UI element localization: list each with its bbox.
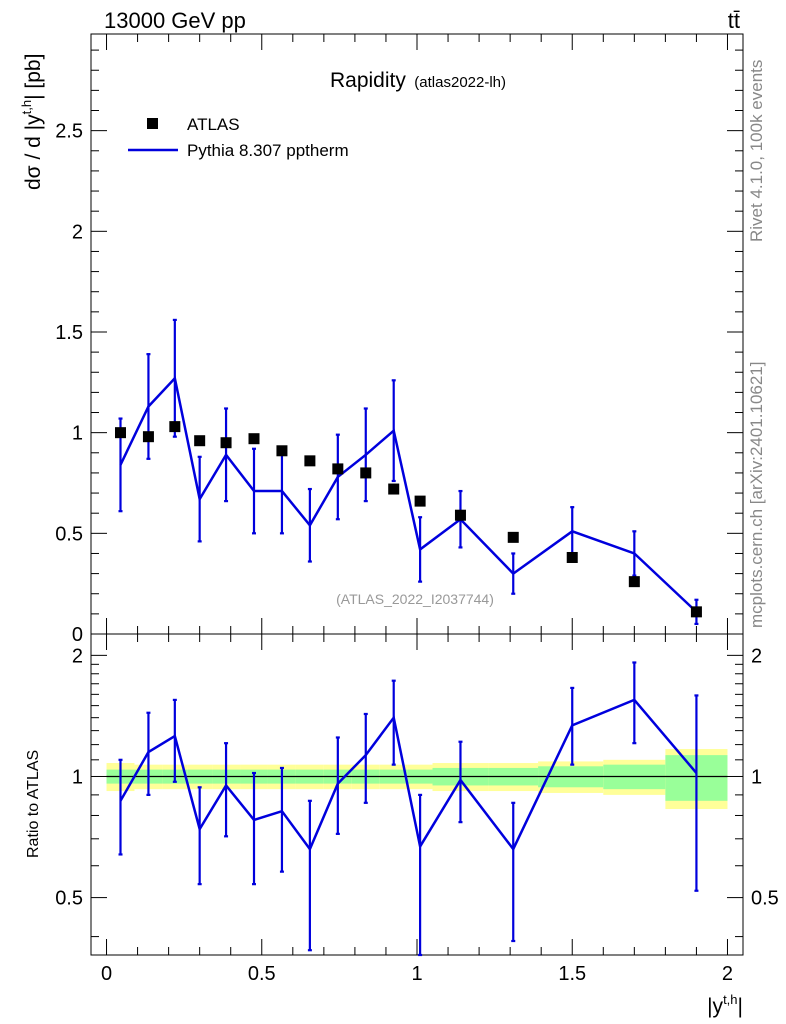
process-label: tt̄ — [728, 8, 740, 33]
atlas-point — [194, 435, 206, 447]
atlas-point — [388, 483, 400, 495]
atlas-point — [507, 531, 519, 543]
ratio-y-tick-label: 0.5 — [751, 888, 779, 910]
y-tick-label: 0 — [72, 624, 83, 646]
x-tick-label: 1.5 — [558, 963, 586, 985]
ratio-y-tick-label: 2 — [751, 645, 762, 667]
atlas-point — [142, 431, 154, 443]
beam-label: 13000 GeV pp — [104, 8, 246, 33]
y-axis-label: dσ / d |yt,h| [pb] — [19, 54, 45, 190]
y-tick-label: 1 — [72, 423, 83, 445]
atlas-point — [454, 509, 466, 521]
atlas-point — [220, 437, 232, 449]
mcplots-label: mcplots.cern.ch [arXiv:2401.10621] — [747, 362, 766, 628]
legend: ATLAS Pythia 8.307 pptherm — [128, 115, 349, 160]
x-tick-label: 0 — [101, 963, 112, 985]
atlas-point — [628, 576, 640, 588]
atlas-point — [360, 467, 372, 479]
atlas-point — [114, 427, 126, 439]
chart-title-sub: (atlas2022-lh) — [414, 74, 506, 91]
pythia-line — [119, 375, 698, 613]
ratio-y-tick-label: 1 — [751, 766, 762, 788]
legend-label-atlas: ATLAS — [187, 115, 240, 134]
ratio-series — [118, 661, 699, 957]
x-axis-label: |yt,h| — [707, 992, 743, 1018]
chart-title-main: Rapidity — [330, 69, 406, 92]
main-series — [114, 318, 702, 626]
x-tick-label: 1 — [411, 963, 422, 985]
y-tick-label: 0.5 — [55, 523, 83, 545]
analysis-watermark: (ATLAS_2022_I2037744) — [336, 591, 494, 607]
x-tick-label: 0.5 — [248, 963, 276, 985]
legend-marker-atlas — [147, 118, 158, 129]
y-tick-label: 2.5 — [55, 121, 83, 143]
y-tick-label: 2 — [72, 221, 83, 243]
y-tick-label: 1.5 — [55, 322, 83, 344]
main-axis-ticks: 0 0.5 1 1.5 2 2.5 — [55, 34, 743, 646]
atlas-point — [169, 421, 181, 433]
rivet-label: Rivet 4.1.0, 100k events — [747, 60, 766, 242]
chart-title: Rapidity (atlas2022-lh) — [330, 69, 506, 92]
atlas-point — [332, 463, 344, 475]
ratio-y-tick-label: 2 — [72, 645, 83, 667]
ratio-y-tick-label: 1 — [72, 766, 83, 788]
atlas-point — [248, 433, 260, 445]
atlas-point — [304, 455, 316, 467]
ratio-axis-ticks: 0 0.5 1 1.5 2 0.5 0.5 1 1 2 2 — [55, 634, 779, 985]
atlas-point — [566, 551, 578, 563]
legend-label-pythia: Pythia 8.307 pptherm — [187, 141, 349, 160]
atlas-point — [414, 495, 426, 507]
ratio-y-axis-label: Ratio to ATLAS — [25, 750, 42, 858]
ratio-y-tick-label: 0.5 — [55, 888, 83, 910]
atlas-point — [276, 445, 288, 457]
atlas-point — [690, 606, 702, 618]
x-tick-label: 2 — [722, 963, 733, 985]
